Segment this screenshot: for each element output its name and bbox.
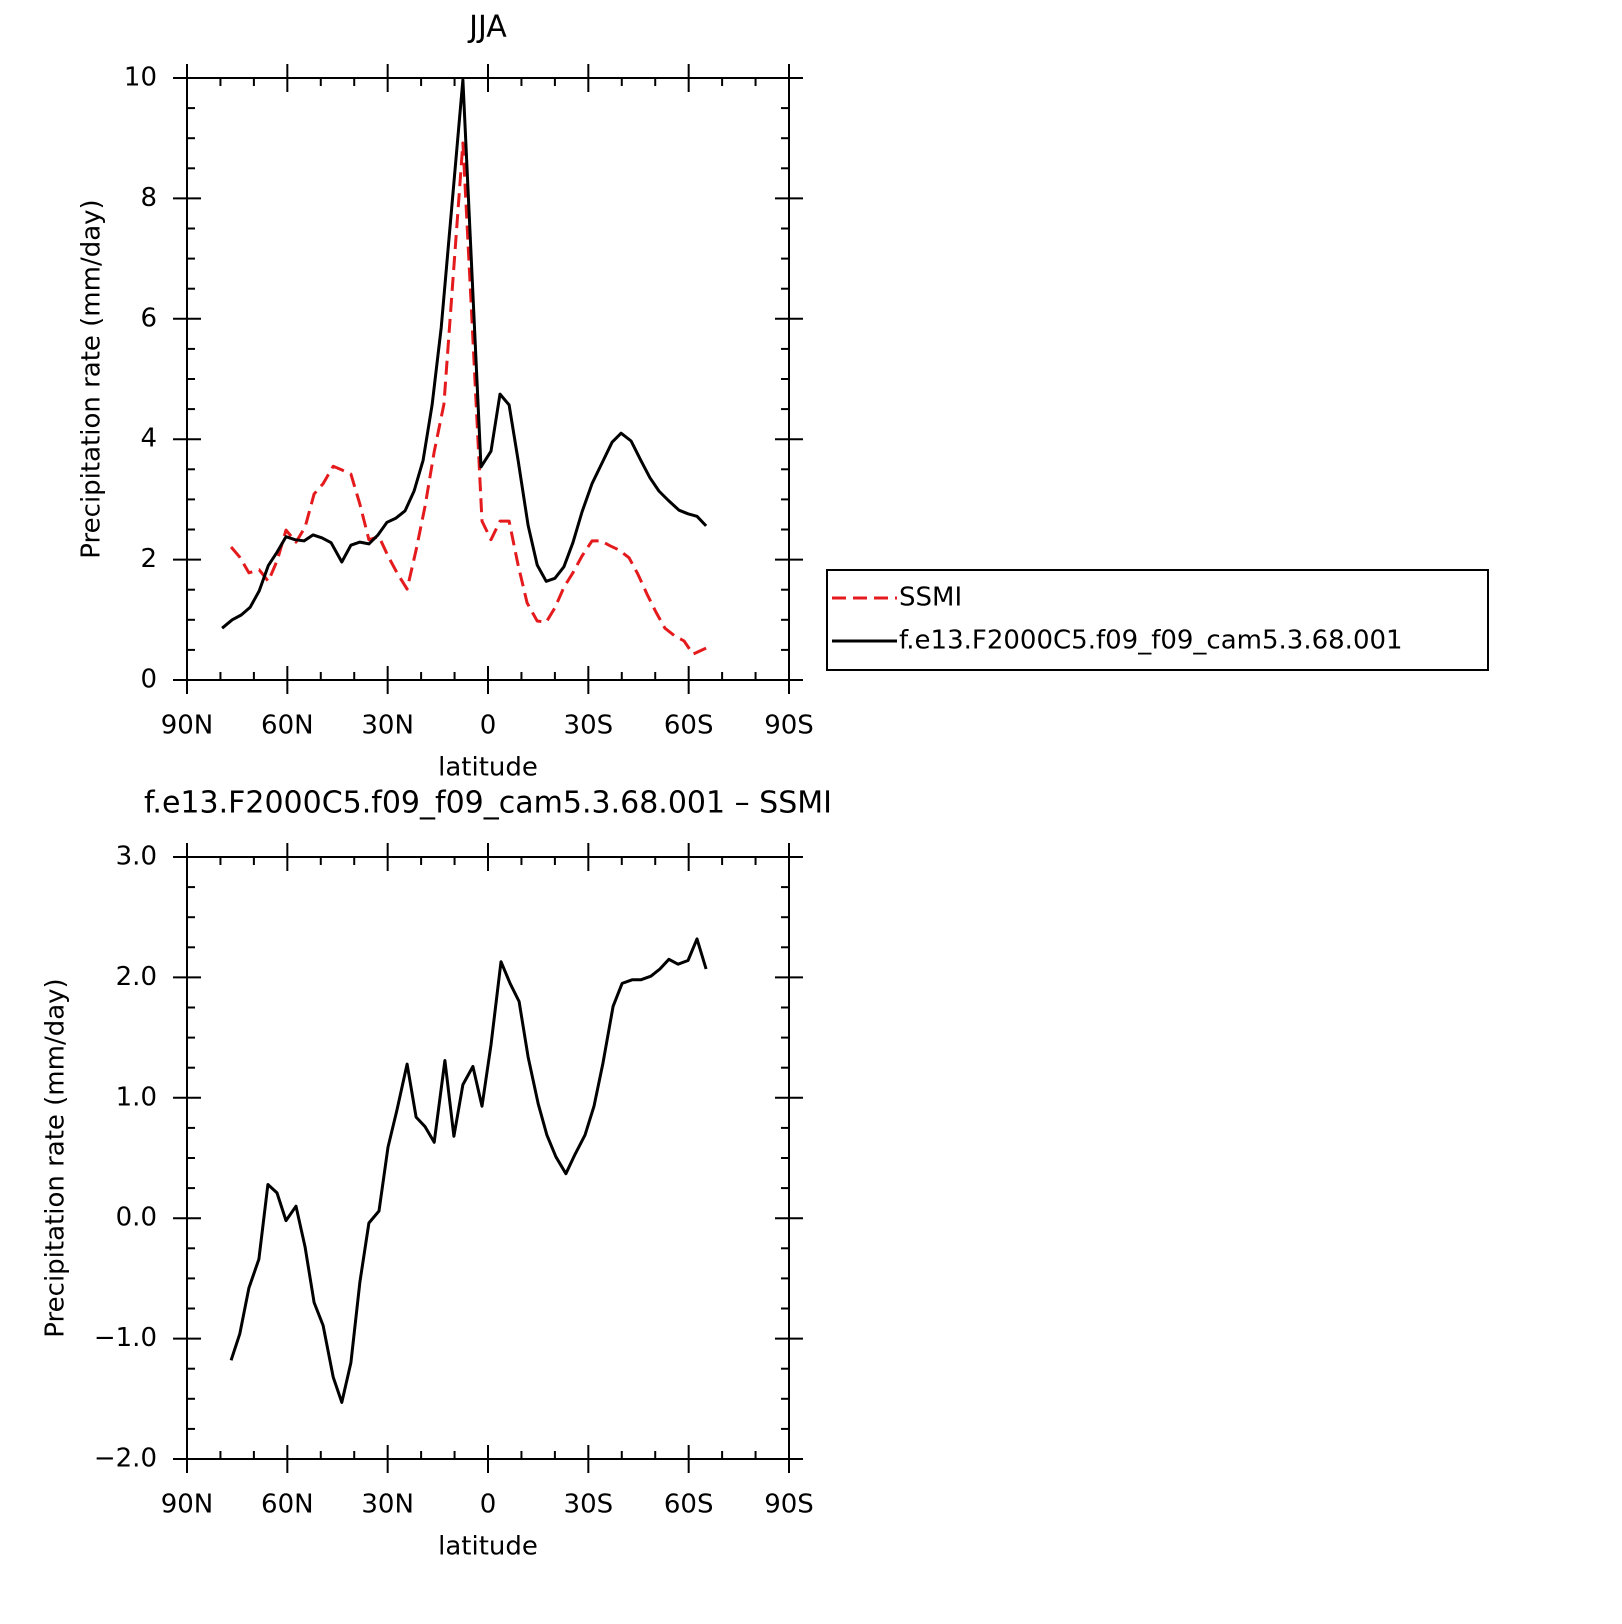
plot-frame	[186, 77, 790, 681]
x-tick-label: 30N	[361, 1490, 414, 1520]
x-tick-label: 90S	[764, 1490, 814, 1520]
y-tick-label: 8	[140, 183, 157, 213]
chart-title: JJA	[467, 10, 507, 45]
x-tick-label: 30S	[564, 711, 614, 741]
data-line	[229, 141, 707, 656]
y-axis-label: Precipitation rate (mm/day)	[77, 199, 107, 558]
x-tick-label: 90S	[764, 711, 814, 741]
plot	[173, 64, 803, 694]
chart-title: f.e13.F2000C5.f09_f09_cam5.3.68.001 – SS…	[144, 786, 832, 821]
y-tick-label: 10	[124, 63, 157, 93]
y-tick-label: 3.0	[116, 842, 157, 872]
x-tick-label: 30N	[361, 711, 414, 741]
x-tick-label: 60S	[664, 711, 714, 741]
x-tick-label: 90N	[161, 711, 214, 741]
legend-label: f.e13.F2000C5.f09_f09_cam5.3.68.001	[899, 626, 1403, 656]
x-tick-label: 30S	[564, 1490, 614, 1520]
y-tick-label: −2.0	[94, 1444, 157, 1474]
x-tick-label: 60N	[261, 711, 314, 741]
y-tick-label: 0.0	[116, 1203, 157, 1233]
y-tick-label: 6	[140, 303, 157, 333]
legend-label: SSMI	[899, 583, 962, 613]
y-axis-label: Precipitation rate (mm/day)	[41, 978, 71, 1337]
x-tick-label: 90N	[161, 1490, 214, 1520]
y-tick-label: 2.0	[116, 962, 157, 992]
y-tick-label: 2	[140, 544, 157, 574]
y-tick-label: 0	[140, 665, 157, 695]
data-line	[221, 78, 708, 630]
x-tick-label: 60N	[261, 1490, 314, 1520]
plot	[173, 843, 803, 1473]
legend-box	[826, 569, 1489, 671]
x-axis-label: latitude	[438, 753, 538, 783]
data-line	[229, 937, 708, 1404]
y-tick-label: 4	[140, 424, 157, 454]
y-tick-label: 1.0	[116, 1082, 157, 1112]
x-tick-label: 0	[480, 711, 497, 741]
y-tick-label: −1.0	[94, 1323, 157, 1353]
x-tick-label: 0	[480, 1490, 497, 1520]
x-axis-label: latitude	[438, 1532, 538, 1562]
x-tick-label: 60S	[664, 1490, 714, 1520]
